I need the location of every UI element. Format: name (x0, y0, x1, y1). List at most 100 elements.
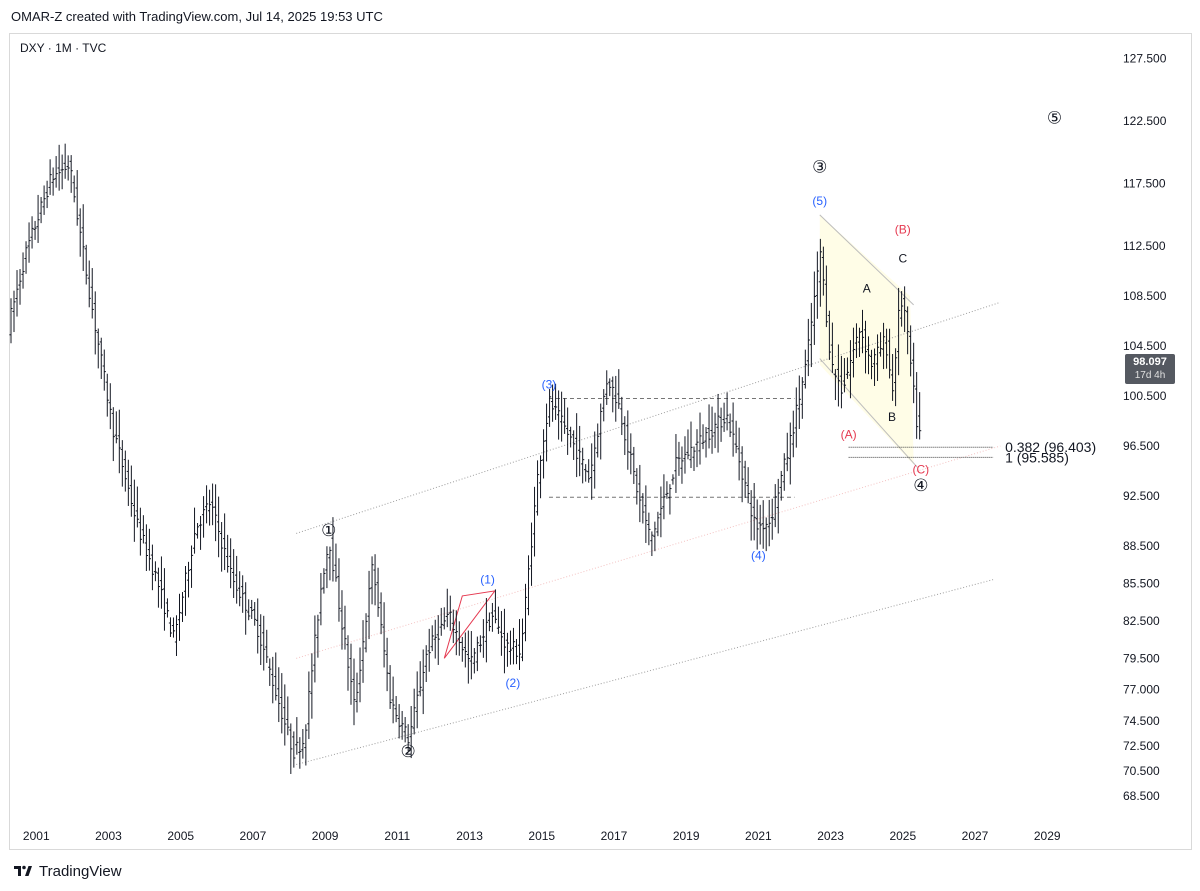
ohlc-bar (63, 143, 67, 179)
ohlc-bar (454, 610, 458, 656)
ohlc-bar (490, 602, 495, 632)
wave-label: ④ (913, 476, 928, 495)
ohlc-bar (710, 406, 714, 454)
ohlc-bar (430, 625, 434, 652)
ohlc-bar (340, 590, 344, 650)
ohlc-bar (629, 433, 633, 475)
ohlc-bar (611, 376, 615, 413)
ohlc-bar (569, 426, 573, 448)
tradingview-logo[interactable]: TradingView (11, 861, 122, 881)
ohlc-bar (48, 159, 52, 195)
ohlc-bar (692, 446, 696, 471)
ohlc-bar (605, 370, 609, 405)
ohlc-bar (563, 398, 567, 434)
ohlc-bar (463, 632, 467, 668)
ohlc-bar (304, 724, 308, 766)
ohlc-bar (773, 484, 777, 528)
ohlc-bar (346, 635, 350, 691)
ohlc-bar (57, 144, 61, 191)
ohlc-bar (244, 582, 248, 635)
ohlc-bar (195, 523, 200, 539)
ohlc-bar (587, 459, 591, 483)
ohlc-bar (93, 291, 97, 355)
ohlc-bar (839, 355, 844, 409)
ohlc-bar (590, 443, 594, 500)
y-axis-tick-label: 68.500 (1123, 789, 1160, 803)
bar-countdown: 17d 4h (1134, 370, 1166, 381)
ohlc-bar (593, 431, 597, 489)
ohlc-bar (283, 684, 287, 746)
ohlc-bar (223, 513, 227, 571)
ohlc-bar (247, 599, 251, 621)
x-axis-tick-label: 2015 (528, 829, 555, 843)
tradingview-brand: TradingView (39, 862, 122, 880)
ohlc-bar (469, 631, 473, 680)
ohlc-bar (505, 632, 510, 667)
ohlc-bar (265, 629, 269, 663)
ohlc-bar (439, 607, 443, 636)
ohlc-bar (695, 429, 699, 468)
ohlc-bar (776, 478, 780, 534)
ohlc-bar (84, 244, 88, 285)
ohlc-bar (424, 645, 428, 683)
ohlc-bar (854, 323, 859, 359)
ohlc-bar (836, 344, 841, 407)
ohlc-bar (313, 615, 317, 683)
channel-lower-line (296, 579, 994, 766)
ohlc-bar (833, 369, 838, 401)
y-axis-tick-label: 117.500 (1123, 177, 1166, 191)
ohlc-bar (617, 369, 621, 409)
ohlc-bar (385, 637, 389, 692)
ohlc-bar (731, 402, 735, 457)
ohlc-bar (238, 571, 242, 607)
y-axis-tick-label: 112.500 (1123, 239, 1166, 253)
ohlc-bar (523, 583, 528, 642)
ohlc-bar (620, 396, 624, 436)
ohlc-bar (403, 717, 407, 743)
ohlc-bar (659, 486, 663, 538)
y-axis-tick-label: 127.500 (1123, 52, 1167, 66)
y-axis-tick-label: 82.500 (1123, 614, 1160, 628)
ohlc-bar (818, 238, 822, 307)
ohlc-bar (415, 671, 419, 729)
wave-label: (A) (841, 427, 857, 441)
chart-frame (9, 33, 1192, 850)
ohlc-bar (42, 185, 46, 215)
ohlc-bar (526, 555, 531, 616)
ohlc-bar (418, 661, 422, 697)
ohlc-bar (752, 483, 756, 541)
ohlc-bar (749, 490, 753, 541)
ohlc-bar (581, 447, 585, 484)
ohlc-bar (27, 222, 31, 263)
ohlc-bar (918, 392, 922, 440)
ohlc-bar (36, 194, 40, 243)
ohlc-bar (632, 446, 636, 484)
x-axis-tick-label: 2029 (1034, 829, 1061, 843)
ohlc-bar (367, 570, 371, 640)
symbol-label: DXY · 1M · TVC (20, 41, 107, 55)
ohlc-bar (674, 434, 678, 493)
x-axis-tick-label: 2025 (889, 829, 916, 843)
ohlc-bar (370, 556, 374, 605)
ohlc-bar (135, 486, 139, 528)
ohlc-bar (472, 648, 476, 674)
ohlc-bar (809, 302, 813, 368)
ohlc-bar (69, 155, 73, 193)
x-axis-tick-label: 2023 (817, 829, 844, 843)
ohlc-bar (433, 619, 437, 659)
ohlc-bar (719, 407, 723, 442)
ohlc-bar (698, 412, 702, 465)
ohlc-bar (117, 409, 121, 474)
ohlc-bar (596, 423, 600, 458)
ohlc-bar (192, 507, 197, 554)
fib-level-label: 0.382 (96.403) (1005, 439, 1096, 455)
x-axis-tick-label: 2003 (95, 829, 122, 843)
ohlc-bar (99, 337, 103, 379)
ohlc-bar (30, 216, 34, 249)
ohlc-bar (96, 328, 100, 369)
ohlc-bar (575, 413, 579, 478)
x-axis-tick-label: 2001 (23, 829, 50, 843)
ohlc-bar (797, 375, 801, 429)
ohlc-bar (147, 528, 152, 571)
